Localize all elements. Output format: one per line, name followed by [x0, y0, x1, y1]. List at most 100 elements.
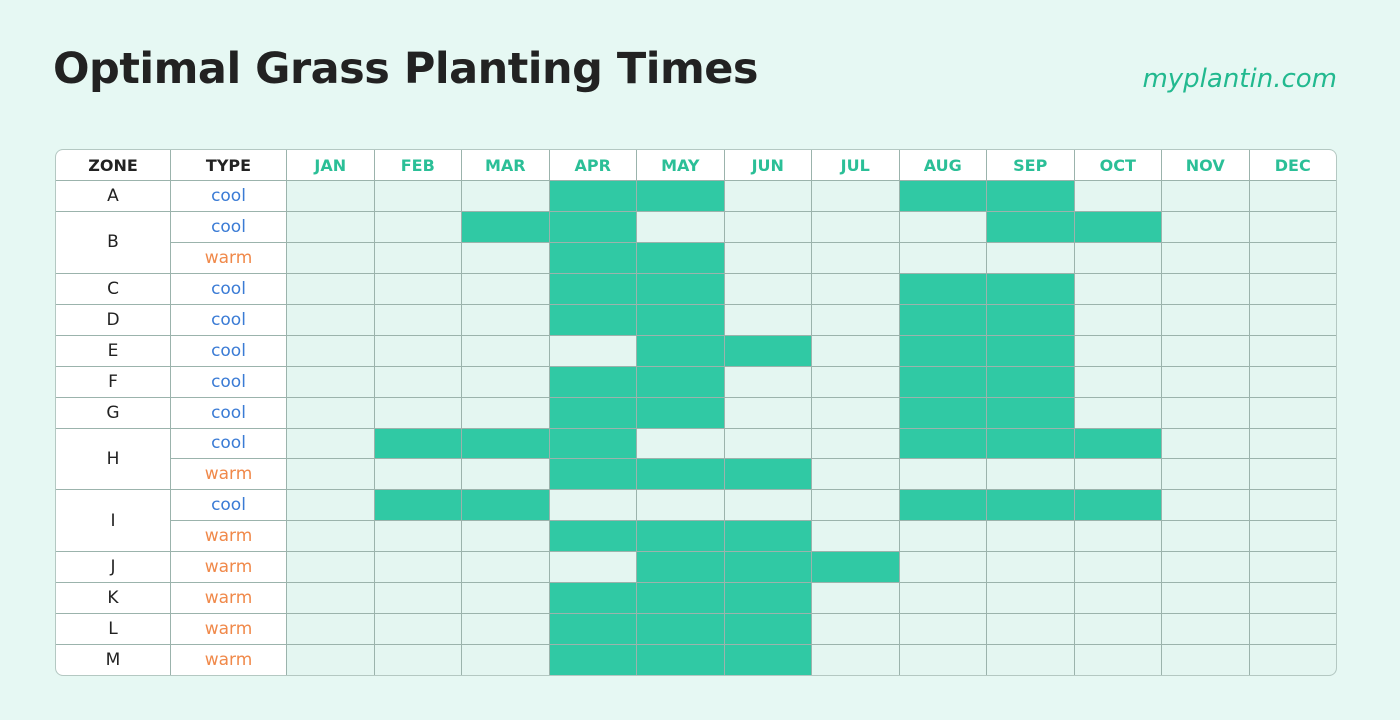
month-cell: [462, 335, 549, 366]
month-cell: [462, 459, 549, 490]
column-header: SEP: [987, 150, 1074, 180]
month-cell: [899, 366, 986, 397]
grass-type: cool: [171, 397, 286, 428]
month-cell: [899, 552, 986, 583]
month-cell: [374, 335, 461, 366]
month-cell: [1162, 521, 1249, 552]
month-cell: [1162, 273, 1249, 304]
month-cell: [637, 242, 724, 273]
zone-label: F: [56, 366, 170, 397]
month-cell: [1074, 273, 1161, 304]
month-cell: [899, 242, 986, 273]
month-cell: [1162, 335, 1249, 366]
month-cell: [1249, 366, 1336, 397]
grass-type: warm: [171, 614, 286, 645]
grass-type: cool: [171, 181, 286, 211]
month-cell: [374, 366, 461, 397]
month-cell: [287, 614, 374, 645]
month-cell: [462, 583, 549, 614]
month-cell: [1249, 304, 1336, 335]
month-cell: [462, 304, 549, 335]
month-cell: [374, 521, 461, 552]
month-cell: [1249, 614, 1336, 645]
month-cell: [287, 552, 374, 583]
month-cell: [987, 304, 1074, 335]
grass-type: cool: [171, 335, 286, 366]
month-cell: [549, 242, 636, 273]
month-cell: [1162, 459, 1249, 490]
month-cell: [374, 459, 461, 490]
month-cell: [287, 335, 374, 366]
month-cell: [812, 490, 899, 521]
month-cell: [374, 273, 461, 304]
month-cell: [637, 428, 724, 459]
month-cell: [637, 552, 724, 583]
column-header: TYPE: [171, 150, 286, 180]
month-cell: [812, 335, 899, 366]
month-cell: [1074, 552, 1161, 583]
grass-type: warm: [171, 459, 286, 490]
month-cell: [1162, 366, 1249, 397]
month-cell: [1249, 521, 1336, 552]
month-cell: [462, 490, 549, 521]
month-cell: [374, 304, 461, 335]
month-cell: [549, 521, 636, 552]
column-header: AUG: [899, 150, 986, 180]
month-cell: [287, 428, 374, 459]
month-cell: [1162, 242, 1249, 273]
month-cell: [812, 397, 899, 428]
column-header: FEB: [374, 150, 461, 180]
month-cell: [812, 552, 899, 583]
month-cell: [987, 273, 1074, 304]
month-cell: [462, 614, 549, 645]
month-cell: [724, 242, 811, 273]
zone-label: M: [56, 645, 170, 675]
month-cell: [1162, 583, 1249, 614]
month-cell: [637, 645, 724, 675]
month-cell: [1074, 181, 1161, 211]
month-cell: [287, 366, 374, 397]
zone-label: E: [56, 335, 170, 366]
grass-type: warm: [171, 521, 286, 552]
month-cell: [724, 583, 811, 614]
month-cell: [1249, 459, 1336, 490]
month-cell: [287, 397, 374, 428]
month-cell: [724, 397, 811, 428]
month-cell: [724, 645, 811, 675]
month-cell: [987, 645, 1074, 675]
month-cell: [637, 614, 724, 645]
zone-label: J: [56, 552, 170, 583]
zone-label: D: [56, 304, 170, 335]
month-cell: [987, 552, 1074, 583]
month-cell: [1249, 181, 1336, 211]
month-cell: [812, 645, 899, 675]
month-cell: [899, 521, 986, 552]
month-cell: [462, 242, 549, 273]
month-cell: [812, 304, 899, 335]
month-cell: [1162, 397, 1249, 428]
month-cell: [637, 181, 724, 211]
column-header: APR: [549, 150, 636, 180]
month-cell: [1249, 273, 1336, 304]
month-cell: [899, 459, 986, 490]
zone-label: C: [56, 273, 170, 304]
month-cell: [812, 614, 899, 645]
month-cell: [637, 273, 724, 304]
month-cell: [637, 397, 724, 428]
month-cell: [1074, 521, 1161, 552]
column-header: JAN: [287, 150, 374, 180]
column-header: NOV: [1162, 150, 1249, 180]
month-cell: [899, 645, 986, 675]
month-cell: [724, 428, 811, 459]
month-cell: [287, 583, 374, 614]
month-cell: [1162, 428, 1249, 459]
zone-label: K: [56, 583, 170, 614]
month-cell: [1162, 614, 1249, 645]
month-cell: [462, 428, 549, 459]
column-header: JUN: [724, 150, 811, 180]
month-cell: [724, 304, 811, 335]
month-cell: [1074, 645, 1161, 675]
month-cell: [812, 181, 899, 211]
month-cell: [899, 397, 986, 428]
month-cell: [1162, 211, 1249, 242]
